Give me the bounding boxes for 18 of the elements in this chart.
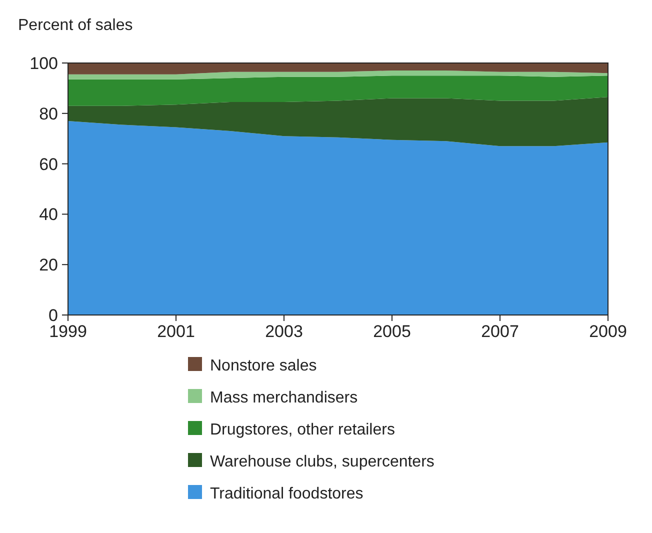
x-tick-label: 2001 bbox=[157, 322, 195, 341]
legend-label: Nonstore sales bbox=[210, 358, 317, 375]
y-tick-label: 20 bbox=[39, 256, 58, 275]
x-tick-label: 2009 bbox=[589, 322, 627, 341]
y-tick-label: 40 bbox=[39, 205, 58, 224]
y-tick-label: 60 bbox=[39, 154, 58, 174]
x-tick-label: 2003 bbox=[265, 322, 303, 341]
legend-label: Mass merchandisers bbox=[210, 390, 358, 407]
x-tick-label: 2005 bbox=[373, 322, 411, 341]
y-tick-label: 80 bbox=[39, 104, 58, 124]
x-tick-label: 2007 bbox=[481, 322, 519, 341]
y-axis-title: Percent of sales bbox=[18, 17, 133, 34]
legend-label: Traditional foodstores bbox=[210, 486, 364, 503]
legend-label: Drugstores, other retailers bbox=[210, 422, 395, 439]
legend-label: Warehouse clubs, supercenters bbox=[210, 454, 434, 471]
x-tick-label: 1999 bbox=[49, 322, 87, 341]
y-tick-label: 0 bbox=[48, 306, 58, 325]
y-tick-label: 100 bbox=[30, 54, 58, 73]
